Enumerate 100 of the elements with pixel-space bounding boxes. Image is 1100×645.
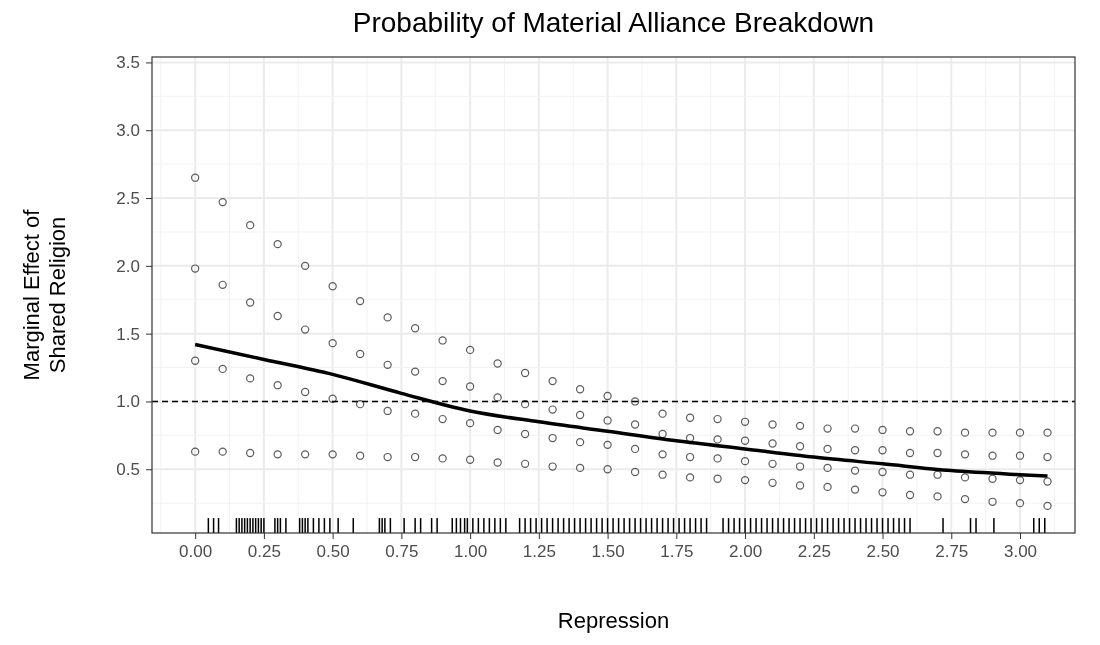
point (465, 455, 475, 464)
point (548, 462, 557, 471)
point (410, 367, 420, 376)
point (988, 474, 997, 483)
point (245, 448, 255, 458)
point (273, 450, 282, 459)
x-tick-label: 0.50 (316, 542, 350, 562)
point (383, 406, 392, 416)
point (575, 410, 585, 420)
point (575, 437, 585, 447)
y-tick-label: 3.5 (116, 53, 140, 73)
point (355, 451, 365, 460)
point (273, 381, 282, 390)
point (410, 409, 420, 418)
point (520, 459, 530, 468)
point (795, 442, 805, 451)
x-tick-label: 2.75 (935, 542, 969, 562)
x-tick-label: 0.25 (247, 542, 281, 562)
point (988, 451, 997, 460)
point (1015, 499, 1025, 508)
point (795, 481, 805, 490)
point (850, 424, 860, 433)
point (383, 360, 392, 369)
point (658, 409, 667, 418)
y-tick-label: 1.0 (116, 392, 140, 412)
point (740, 417, 750, 426)
y-tick-label: 3.0 (116, 121, 140, 141)
point (823, 463, 832, 473)
y-tick-label: 2.5 (116, 188, 140, 208)
point (548, 433, 557, 443)
point (603, 416, 612, 425)
point (575, 463, 585, 473)
point (438, 336, 447, 345)
point (933, 448, 942, 458)
point (1043, 452, 1052, 462)
point (218, 447, 227, 456)
point (713, 474, 722, 483)
point (191, 264, 200, 273)
point (740, 475, 750, 485)
point (795, 462, 805, 471)
point (630, 420, 640, 429)
point (410, 324, 420, 333)
point (878, 425, 887, 435)
point (493, 458, 502, 467)
point (191, 447, 200, 456)
point (493, 359, 502, 368)
point (905, 427, 915, 436)
point (713, 435, 722, 444)
point (465, 345, 475, 355)
point (493, 425, 502, 435)
point (191, 173, 200, 182)
point (328, 282, 337, 291)
point (245, 374, 255, 383)
point (493, 393, 502, 402)
point (823, 482, 832, 492)
y-tick-label: 2.0 (116, 256, 140, 276)
point (1043, 428, 1052, 437)
point (328, 394, 337, 403)
y-tick-label: 1.5 (116, 324, 140, 344)
point (383, 452, 392, 462)
point (218, 280, 227, 289)
point (905, 470, 915, 479)
x-axis-title: Repression (557, 608, 670, 633)
x-tick-label: 3.00 (1003, 542, 1038, 562)
point (768, 459, 777, 468)
point (355, 349, 365, 359)
point (300, 450, 310, 459)
point (548, 405, 557, 414)
point (988, 428, 997, 437)
point (960, 450, 970, 459)
point (685, 473, 695, 482)
point (1015, 475, 1025, 485)
point (740, 456, 750, 466)
point (218, 364, 227, 374)
point (245, 221, 255, 230)
point (630, 444, 640, 454)
point (383, 313, 392, 322)
point (685, 413, 695, 422)
point (768, 439, 777, 448)
point (905, 448, 915, 458)
point (960, 494, 970, 504)
point (713, 414, 722, 424)
point (878, 467, 887, 477)
point (1043, 501, 1052, 511)
point (218, 197, 227, 207)
point (740, 436, 750, 445)
point (878, 488, 887, 497)
point (603, 440, 612, 450)
point (850, 446, 860, 455)
point (823, 444, 832, 454)
x-tick-label: 0.00 (179, 542, 213, 562)
x-tick-label: 1.75 (660, 542, 694, 562)
point (273, 311, 282, 321)
point (768, 420, 777, 429)
point (245, 298, 255, 307)
point (960, 428, 970, 437)
x-tick-label: 2.00 (729, 542, 763, 562)
x-tick-label: 2.25 (797, 542, 831, 562)
point (988, 497, 997, 506)
point (823, 424, 832, 433)
